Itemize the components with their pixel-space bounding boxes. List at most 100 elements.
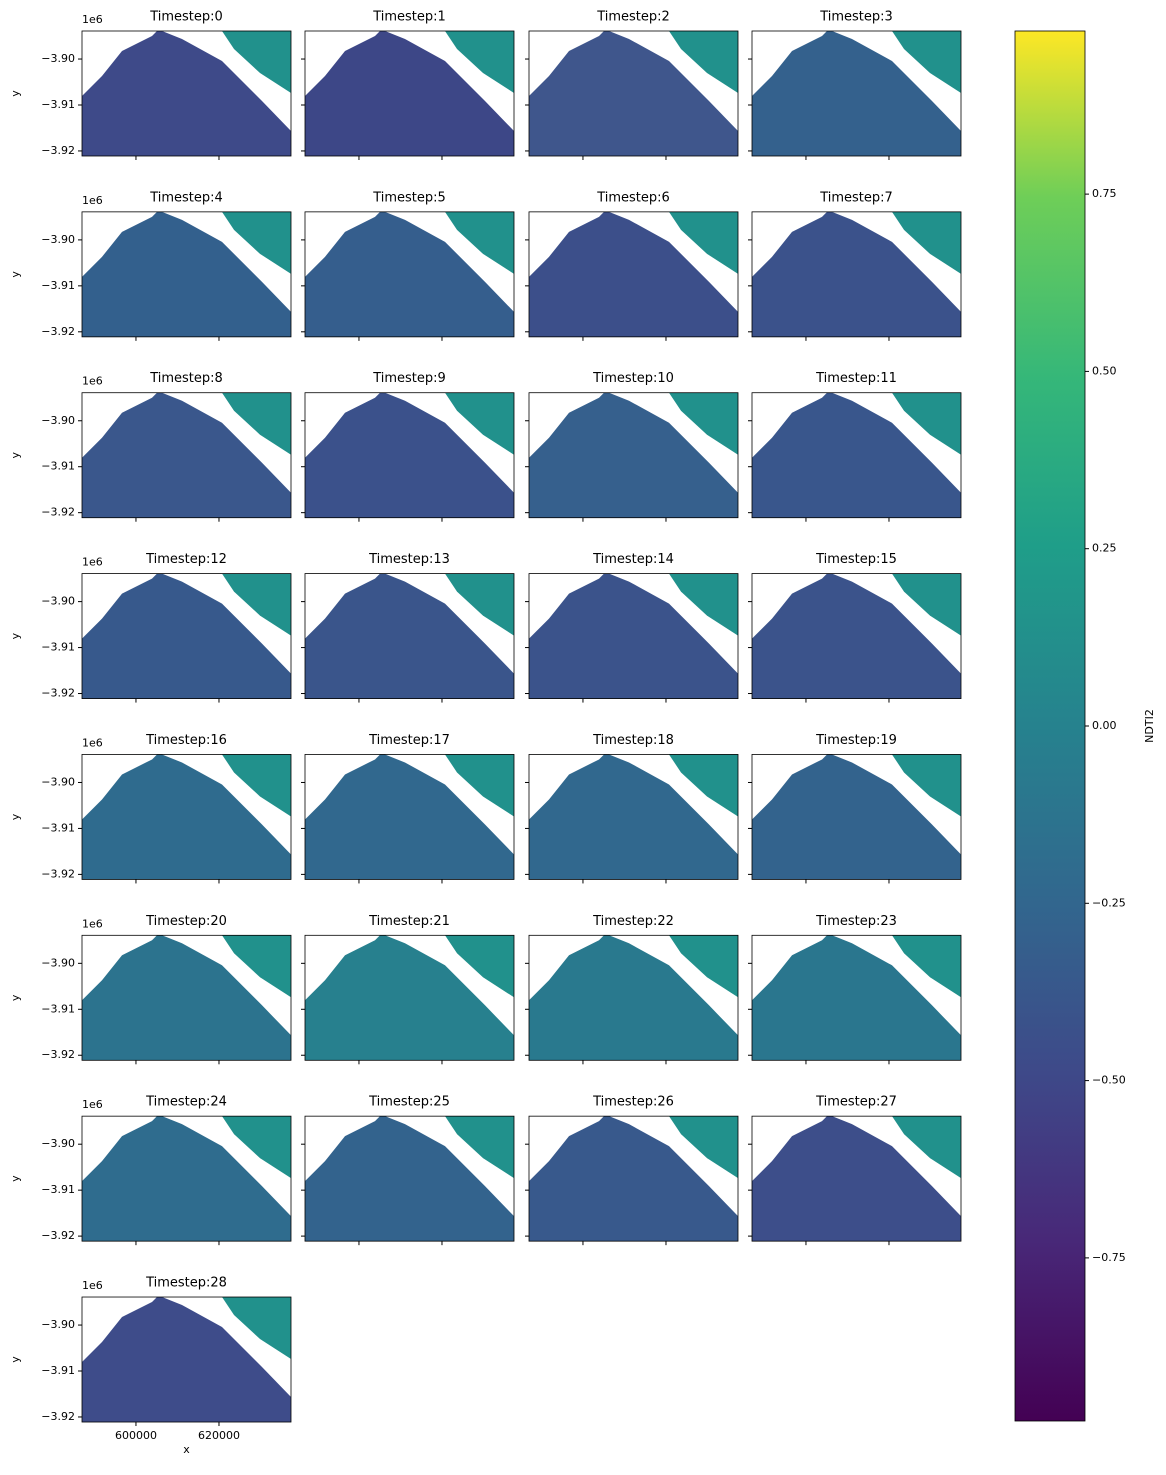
panel-title: Timestep:21 — [368, 914, 450, 929]
land — [892, 211, 961, 274]
y-axis-label: y — [9, 994, 22, 1001]
land-mask — [752, 573, 827, 639]
land — [222, 1116, 291, 1179]
land-mask — [752, 754, 827, 820]
panel-frame — [751, 573, 962, 699]
panel — [81, 573, 292, 699]
panel-frame — [304, 1115, 515, 1242]
panel-title: Timestep:5 — [372, 190, 446, 205]
land — [892, 573, 961, 636]
panel — [528, 1115, 739, 1242]
y-tick-label: −3.91 — [41, 821, 75, 834]
panel — [81, 934, 292, 1061]
y-axis-label: y — [9, 271, 22, 278]
panel-title: Timestep:1 — [372, 10, 446, 25]
land-mask — [752, 211, 827, 277]
land — [445, 1116, 514, 1179]
panel-frame — [81, 573, 292, 699]
panel — [528, 30, 739, 157]
panel-title: Timestep:11 — [815, 371, 897, 386]
y-offset: 1e6 — [82, 13, 103, 26]
panel-frame — [528, 754, 739, 880]
panel-frame — [528, 1115, 739, 1242]
y-offset: 1e6 — [82, 736, 103, 749]
panel — [81, 1115, 292, 1242]
colorbar-tick-label: 0.75 — [1092, 187, 1117, 200]
x-axis-label: x — [183, 1443, 190, 1456]
panel-title: Timestep:24 — [145, 1095, 227, 1110]
panel-frame — [81, 392, 292, 519]
panel-title: Timestep:9 — [372, 371, 446, 386]
y-axis-label: y — [9, 90, 22, 97]
panel-frame — [81, 754, 292, 880]
land — [669, 573, 738, 636]
y-tick-label: −3.92 — [41, 1410, 75, 1423]
panel-title: Timestep:23 — [815, 914, 897, 929]
land — [445, 935, 514, 998]
land-mask — [82, 211, 157, 277]
x-tick-label: 600000 — [115, 1429, 157, 1442]
land-mask — [752, 392, 827, 458]
land — [445, 754, 514, 817]
land — [669, 392, 738, 455]
y-axis-label: y — [9, 451, 22, 458]
y-tick-label: −3.92 — [41, 1229, 75, 1242]
panel-title: Timestep:6 — [596, 190, 670, 205]
land — [892, 935, 961, 998]
land — [222, 211, 291, 274]
panel-frame — [304, 934, 515, 1061]
panel-title: Timestep:3 — [819, 10, 893, 25]
panel-frame — [304, 392, 515, 519]
panel — [528, 573, 739, 699]
panel-frame — [528, 211, 739, 338]
panel — [81, 30, 292, 157]
y-tick-label: −3.91 — [41, 279, 75, 292]
panel — [81, 1296, 292, 1423]
land — [892, 392, 961, 455]
colorbar-label: NDTI2 — [1143, 709, 1156, 743]
y-offset: 1e6 — [82, 1279, 103, 1292]
panel-title: Timestep:27 — [815, 1095, 897, 1110]
y-offset: 1e6 — [82, 556, 103, 569]
panel-frame — [81, 1115, 292, 1242]
panel-frame — [81, 1296, 292, 1423]
panel-frame — [81, 30, 292, 157]
panel-frame — [751, 30, 962, 157]
panel-frame — [528, 392, 739, 519]
x-tick-label: 620000 — [198, 1429, 240, 1442]
panel — [751, 1115, 962, 1242]
y-axis-label: y — [9, 1356, 22, 1363]
panel — [528, 754, 739, 880]
land-mask — [529, 392, 604, 458]
panel — [304, 211, 515, 338]
panel — [528, 934, 739, 1061]
land-mask — [529, 31, 604, 96]
land — [222, 1297, 291, 1360]
y-tick-label: −3.91 — [41, 1183, 75, 1196]
colorbar-tick-label: 0.00 — [1092, 719, 1117, 732]
panel-title: Timestep:20 — [145, 914, 227, 929]
panel-frame — [751, 754, 962, 880]
panel-title: Timestep:4 — [149, 190, 223, 205]
y-tick-label: −3.92 — [41, 867, 75, 880]
y-axis-label: y — [9, 1175, 22, 1182]
panel — [304, 934, 515, 1061]
y-tick-label: −3.90 — [41, 956, 75, 969]
panel-title: Timestep:2 — [596, 10, 670, 25]
land-mask — [305, 31, 380, 96]
y-offset: 1e6 — [82, 375, 103, 388]
land — [445, 573, 514, 636]
y-tick-label: −3.92 — [41, 1048, 75, 1061]
panel-title: Timestep:25 — [368, 1095, 450, 1110]
panel — [528, 392, 739, 519]
panel-frame — [304, 30, 515, 157]
panel-title: Timestep:15 — [815, 552, 897, 567]
panel-title: Timestep:12 — [145, 552, 227, 567]
y-offset: 1e6 — [82, 917, 103, 930]
land-mask — [305, 1116, 380, 1182]
panel-title: Timestep:18 — [592, 733, 674, 748]
panel-title: Timestep:8 — [149, 371, 223, 386]
land — [222, 31, 291, 93]
panel — [751, 754, 962, 880]
land-mask — [305, 392, 380, 458]
